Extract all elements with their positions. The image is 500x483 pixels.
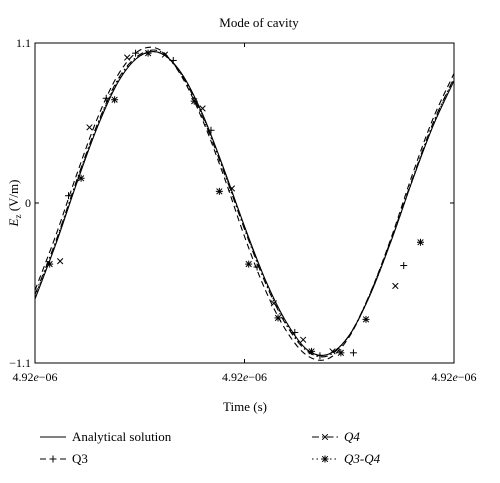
svg-text:Ez (V/m): Ez (V/m)	[6, 180, 23, 228]
legend-label-q3: Q3	[72, 451, 88, 466]
data-point-q4	[199, 105, 206, 112]
data-point-q4	[86, 124, 93, 131]
x-tick-label: 4.92e−06	[431, 370, 476, 384]
legend-label-analytical-solution: Analytical solution	[72, 429, 172, 444]
data-point-q3-q4	[362, 315, 370, 323]
data-point-q4	[124, 54, 131, 61]
y-tick-label: 1.1	[16, 36, 31, 50]
data-point-q4	[300, 336, 307, 343]
data-point-q4	[270, 300, 277, 307]
data-point-q4	[56, 258, 64, 265]
data-point-q4	[228, 185, 236, 192]
data-point-q3	[132, 49, 140, 57]
data-point-q3-q4	[190, 97, 198, 105]
x-axis-label: Time (s)	[223, 399, 267, 414]
plot-frame	[34, 42, 455, 364]
data-point-q3-q4	[416, 238, 424, 246]
y-axis-label-symbol: E	[6, 218, 21, 227]
series-layer	[34, 46, 455, 361]
data-point-q3-q4	[215, 187, 223, 195]
series-line-analytical-solution	[34, 51, 455, 356]
data-point-q3	[349, 349, 357, 357]
legend-marker-q3	[49, 455, 57, 463]
data-point-q3-q4	[77, 174, 85, 182]
data-point-q3-q4	[337, 349, 345, 357]
data-point-q3	[169, 56, 177, 64]
data-point-q3-q4	[111, 96, 119, 104]
data-point-q4	[329, 348, 336, 355]
legend-item-q4: Q4	[312, 429, 360, 444]
data-point-q3-q4	[46, 260, 54, 268]
series-line-q4	[34, 49, 455, 358]
legend: Analytical solution Q3 Q4 Q3-Q4	[40, 429, 381, 466]
data-point-q3-q4	[274, 314, 282, 322]
legend-marker-q3-q4	[321, 455, 329, 463]
y-axis-label-subscript: z	[13, 215, 23, 219]
x-tick-label: 4.92e−06	[222, 370, 267, 384]
data-point-q3-q4	[308, 347, 316, 355]
y-tick-label: −1.1	[9, 356, 31, 370]
legend-label-q4: Q4	[344, 429, 360, 444]
y-axis-label-unit: (V/m)	[6, 180, 21, 215]
data-point-q3-q4	[245, 260, 253, 268]
x-tick-label: 4.92e−06	[12, 370, 57, 384]
axis-layer: 1.10−1.14.92e−06 4.92e−06 4.92e−06	[9, 36, 476, 384]
legend-item-analytical-solution: Analytical solution	[40, 429, 172, 444]
legend-item-q3: Q3	[40, 451, 88, 466]
legend-marker-q4	[321, 433, 329, 441]
legend-item-q3-q4: Q3-Q4	[312, 451, 381, 466]
y-axis-label: Ez (V/m)	[6, 180, 23, 228]
legend-label-q3-q4: Q3-Q4	[344, 451, 381, 466]
data-point-q3	[291, 328, 299, 336]
series-line-q3	[34, 46, 455, 361]
series-line-q3-q4	[34, 51, 455, 356]
data-point-q3	[400, 262, 408, 270]
data-point-q3-q4	[144, 49, 152, 57]
data-point-q4	[392, 282, 399, 290]
chart-title: Mode of cavity	[219, 15, 299, 30]
y-tick-label: 0	[25, 196, 31, 210]
